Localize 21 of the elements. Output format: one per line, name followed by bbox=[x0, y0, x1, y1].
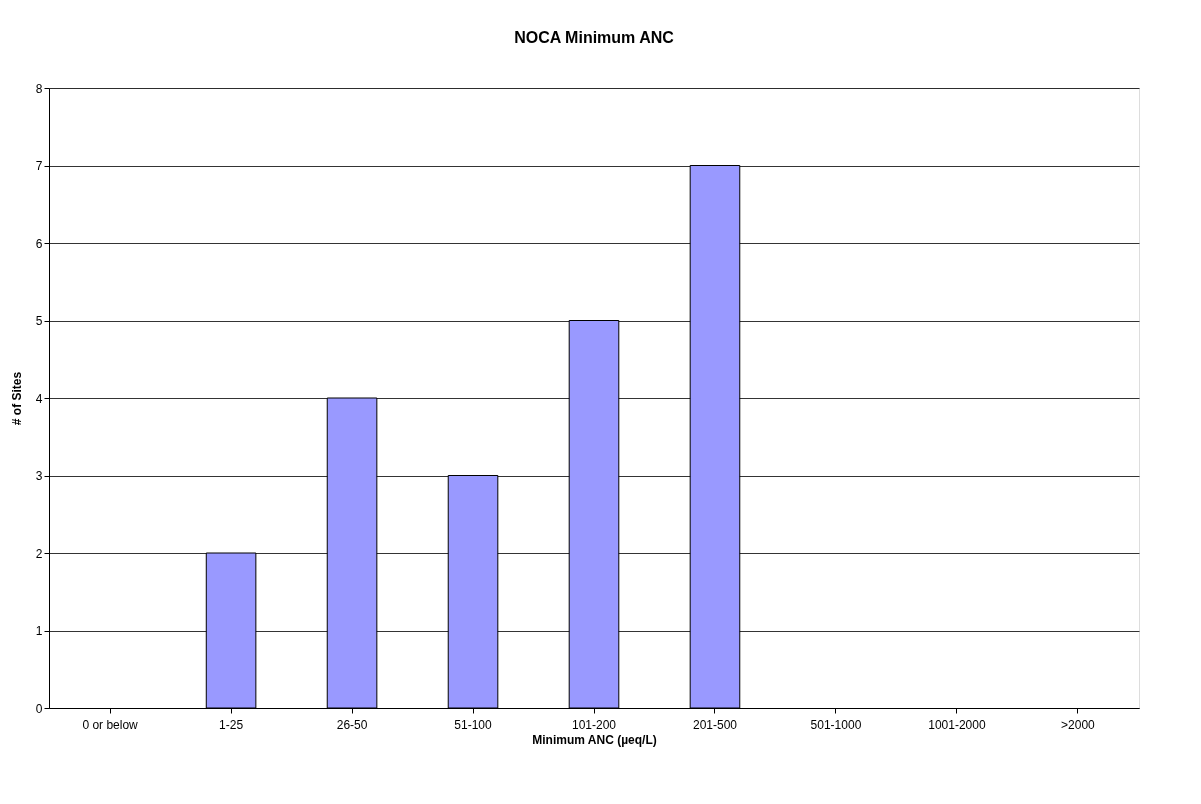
x-tick-label: >2000 bbox=[1061, 717, 1096, 732]
y-axis-title: # of Sites bbox=[9, 371, 24, 426]
chart-title: NOCA Minimum ANC bbox=[514, 29, 675, 46]
y-tick-label: 2 bbox=[35, 546, 43, 561]
y-tick-label: 6 bbox=[35, 236, 43, 251]
y-tick-label: 1 bbox=[35, 624, 43, 638]
x-tick-label: 51-100 bbox=[454, 717, 493, 732]
x-tick-label: 1-25 bbox=[219, 717, 244, 732]
x-tick-label: 101-200 bbox=[571, 717, 617, 732]
y-tick-label: 7 bbox=[35, 159, 43, 173]
y-tick-label: 0 bbox=[35, 701, 43, 716]
x-tick-label: 0 or below bbox=[82, 717, 139, 732]
y-tick-label: 8 bbox=[35, 81, 43, 96]
x-tick-label: 501-1000 bbox=[810, 717, 862, 732]
y-tick-label: 4 bbox=[35, 391, 43, 406]
x-tick-label: 201-500 bbox=[692, 717, 738, 732]
x-tick-label: 26-50 bbox=[336, 717, 368, 732]
y-tick-label: 5 bbox=[35, 314, 43, 328]
x-axis-title: Minimum ANC (µeq/L) bbox=[532, 732, 657, 747]
y-tick-label: 3 bbox=[35, 469, 43, 483]
x-tick-label: 1001-2000 bbox=[928, 717, 986, 732]
